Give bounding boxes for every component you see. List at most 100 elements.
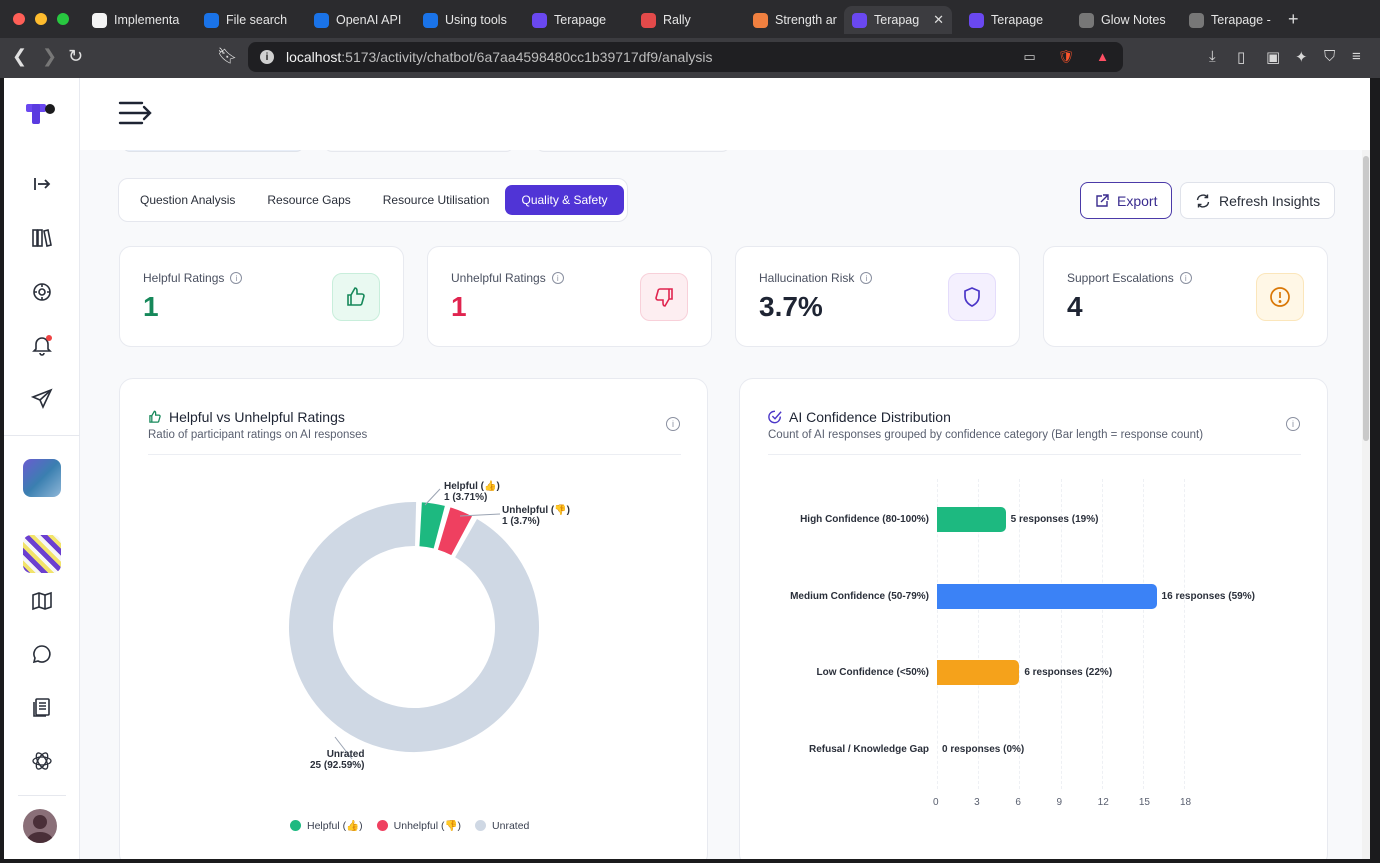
minimize-window-button[interactable] [35,13,47,25]
close-window-button[interactable] [13,13,25,25]
bar-value-label: 16 responses (59%) [1161,591,1255,602]
info-icon[interactable]: i [1286,417,1300,431]
stat-label-helpful: Helpful Ratings i [143,271,243,285]
tab-favicon-icon [532,12,547,28]
wallet-icon[interactable]: ▣ [1266,49,1281,66]
map-icon[interactable] [30,589,54,613]
browser-tab[interactable]: Terapag ✕ [844,6,952,34]
brave-shield-icon[interactable]: 🛡︎ [1057,49,1075,64]
library-icon[interactable] [30,226,54,250]
stat-card-escalations: Support Escalations i 4 [1043,246,1328,347]
browser-tab[interactable]: Rally [633,6,733,34]
grid-line [1101,479,1103,789]
tab-resource-utilisation[interactable]: Resource Utilisation [382,193,490,207]
legend-unrated[interactable]: Unrated [492,819,530,832]
info-icon[interactable]: i [551,272,564,284]
analysis-tabs: Question Analysis Resource Gaps Resource… [118,178,628,222]
refresh-icon [1196,193,1210,208]
workspace-thumbnail-2[interactable] [23,535,61,573]
donut-slice-unhelpful[interactable] [435,505,475,558]
thumbs-up-icon [149,410,161,423]
confidence-bar[interactable] [937,660,1020,685]
browser-tab[interactable]: OpenAI API [306,6,406,34]
stat-value-unhelpful: 1 [451,291,467,322]
ratings-card-title: Helpful vs Unhelpful Ratings [148,409,345,425]
info-icon[interactable]: i [860,272,873,284]
bookmark-icon[interactable]: 🔖︎ [217,48,238,65]
ai-atom-icon[interactable] [30,749,54,773]
browser-tab-label: Implementa [114,13,180,27]
back-button[interactable]: ❮ [12,46,28,66]
donut-slice-helpful[interactable] [417,500,448,551]
clipped-card-2 [324,150,514,152]
bar-value-label: 0 responses (0%) [942,744,1025,755]
activity-icon[interactable] [30,280,54,304]
browser-tab[interactable]: Terapage [961,6,1061,34]
legend-unhelpful[interactable]: Unhelpful (👎) [393,820,462,832]
info-icon[interactable]: i [666,417,680,431]
brave-rewards-icon[interactable]: ▲ [1096,49,1109,64]
workspace-thumbnail-1[interactable] [23,459,61,497]
terapage-logo[interactable] [26,102,56,126]
notifications-bell-icon[interactable] [30,333,54,357]
export-button[interactable]: Export [1080,182,1173,219]
scrollbar-thumb[interactable] [1363,156,1369,441]
leo-ai-icon[interactable]: ✦ [1295,49,1308,66]
clipped-card-3 [536,150,730,152]
site-info-icon[interactable]: i [260,50,274,64]
ratings-donut-chart [287,488,541,760]
confidence-bar[interactable] [937,584,1157,609]
x-tick-label: 0 [933,797,939,808]
browser-tab[interactable]: File search [196,6,296,34]
stat-card-helpful: Helpful Ratings i 1 [119,246,404,347]
user-avatar[interactable] [23,809,57,843]
send-icon[interactable] [30,387,54,411]
refresh-insights-button[interactable]: Refresh Insights [1180,182,1336,219]
stat-card-unhelpful: Unhelpful Ratings i 1 [427,246,712,347]
tab-resource-gaps[interactable]: Resource Gaps [267,193,351,207]
app-header [80,78,1370,150]
browser-toolbar: ❮ ❯ ↻ 🔖︎ i localhost:5173/activity/chatb… [0,38,1380,78]
tab-favicon-icon [1189,12,1204,28]
browser-tab-label: Terapage - [1211,13,1271,27]
maximize-window-button[interactable] [57,13,69,25]
stat-label-escalations: Support Escalations i [1067,271,1192,285]
browser-tab[interactable]: Using tools [415,6,515,34]
url-text[interactable]: localhost:5173/activity/chatbot/6a7aa459… [286,49,713,65]
hamburger-menu-icon[interactable] [118,100,152,126]
browser-tab[interactable]: Terapage - [1181,6,1281,34]
vpn-icon[interactable]: ⛉ [1324,48,1336,65]
new-tab-button[interactable]: + [1288,9,1299,29]
info-icon[interactable]: i [1179,272,1192,284]
address-bar[interactable]: i localhost:5173/activity/chatbot/6a7aa4… [248,42,1123,72]
forward-button[interactable]: ❯ [42,46,58,66]
browser-tab[interactable]: Strength ar [745,6,845,34]
browser-tab[interactable]: Implementa [84,6,184,34]
confidence-card-subtitle: Count of AI responses grouped by confide… [768,429,1204,441]
info-icon[interactable]: i [230,272,243,284]
cast-icon[interactable]: ▭ [1023,49,1036,64]
tab-close-icon[interactable]: ✕ [933,12,944,27]
donut-slice-unrated[interactable] [287,500,541,754]
reports-icon[interactable] [30,695,54,719]
browser-tab[interactable]: Terapage [524,6,624,34]
reload-button[interactable]: ↻ [68,46,84,66]
tab-favicon-icon [852,12,867,28]
x-tick-label: 6 [1015,797,1021,808]
tab-quality-safety[interactable]: Quality & Safety [505,185,624,215]
page-scrollbar[interactable] [1362,150,1370,859]
tab-question-analysis[interactable]: Question Analysis [140,193,236,207]
menu-icon[interactable]: ≡ [1352,48,1361,65]
bar-value-label: 6 responses (22%) [1024,667,1113,678]
donut-label-unhelpful-value: 1 (3.7%) [502,516,540,527]
chat-icon[interactable] [30,642,54,666]
download-icon[interactable]: ⤓ [1209,48,1216,65]
stat-label-text: Support Escalations [1067,271,1174,285]
grid-line [937,479,938,789]
sidebar-toggle-icon[interactable]: ▯ [1237,49,1246,66]
legend-helpful[interactable]: Helpful (👍) [307,820,363,832]
browser-tab[interactable]: Glow Notes [1071,6,1171,34]
confidence-bar[interactable] [937,507,1006,532]
expand-sidebar-icon[interactable] [30,172,54,196]
browser-tab-label: Using tools [445,13,507,27]
